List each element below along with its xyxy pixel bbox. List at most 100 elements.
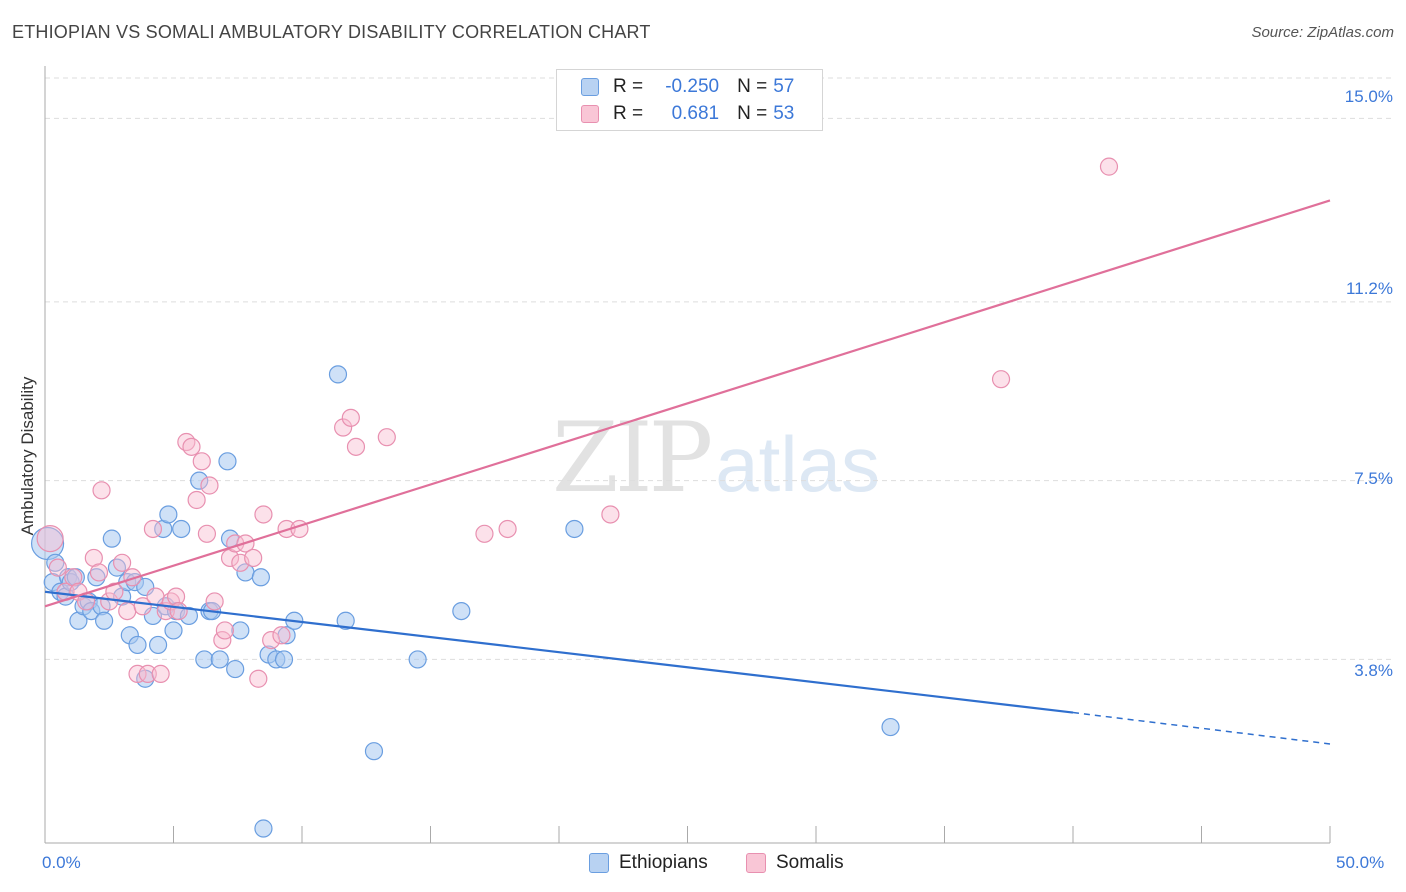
ethiopians-point (164, 621, 183, 640)
somalis-point (187, 490, 206, 510)
ethiopians-point (210, 650, 229, 669)
somalis-point (64, 568, 83, 587)
ethiopians-trend-line (44, 590, 1074, 714)
n-value: 57 (773, 76, 795, 97)
somalis-point (346, 437, 366, 456)
ethiopians-legend-swatch (589, 853, 609, 873)
somalis-point (143, 519, 163, 539)
ethiopians-point (218, 452, 237, 471)
somalis-point (197, 524, 217, 543)
r-value: -0.250 (665, 76, 720, 97)
watermark-atlas: atlas (715, 420, 880, 508)
legend-item-somalis[interactable]: Somalis (746, 852, 844, 874)
somalis-point (84, 548, 103, 568)
ethiopians-point (881, 717, 900, 737)
somalis-point (182, 437, 201, 456)
ethiopians-point (328, 365, 348, 384)
somalis-points (36, 157, 1119, 688)
somalis-point (166, 587, 186, 606)
somalis-point (205, 592, 224, 611)
chart-title: ETHIOPIAN VS SOMALI AMBULATORY DISABILIT… (12, 22, 651, 42)
ethiopians-point (452, 601, 471, 621)
ethiopians-point (565, 519, 584, 539)
ethiopians-point (195, 650, 214, 669)
somalis-point (341, 408, 360, 427)
somalis-point (118, 601, 137, 621)
somalis-point (1099, 157, 1119, 176)
x-tick-label: 0.0% (42, 853, 81, 872)
legend-item-ethiopians[interactable]: Ethiopians (589, 852, 708, 874)
somalis-swatch (581, 105, 599, 123)
ethiopians-point (172, 519, 191, 539)
y-tick-label: 7.5% (1354, 469, 1393, 488)
somalis-point (475, 524, 494, 543)
n-label: N = (737, 103, 768, 124)
ethiopians-point (179, 606, 199, 626)
somalis-point (991, 370, 1011, 389)
somalis-point (177, 432, 196, 452)
ethiopians-point (251, 568, 270, 587)
somalis-point (169, 601, 188, 621)
y-tick-label: 11.2% (1346, 279, 1393, 298)
somalis-point (100, 592, 119, 611)
ethiopians-point (231, 621, 250, 640)
ethiopians-point (128, 635, 147, 655)
n-label: N = (737, 76, 768, 97)
ethiopians-point (159, 505, 178, 524)
somalis-point (151, 664, 170, 684)
legend-row-somalis: R = 0.681 N = 53 (581, 102, 794, 126)
somalis-point (200, 476, 219, 495)
ethiopians-point (102, 529, 121, 548)
somalis-point (244, 548, 263, 568)
ethiopians-point (107, 558, 127, 577)
legend-row-ethiopians: R = -0.250 N = 57 (581, 75, 794, 99)
ethiopians-legend-label: Ethiopians (619, 852, 708, 873)
ethiopians-swatch (581, 78, 599, 96)
ethiopians-point (364, 742, 384, 761)
somalis-point (89, 563, 109, 582)
r-label: R = (613, 76, 644, 97)
trend-lines (44, 199, 1331, 745)
somalis-point (262, 630, 281, 650)
somalis-point (192, 452, 211, 471)
somalis-point (377, 428, 396, 447)
x-tick-label: 50.0% (1336, 853, 1385, 872)
somalis-trend-line (44, 199, 1331, 608)
ethiopians-point (274, 650, 294, 669)
somalis-point (220, 548, 240, 568)
somalis-point (112, 553, 132, 572)
somalis-point (48, 558, 67, 577)
somalis-point (601, 505, 620, 524)
somalis-legend-label: Somalis (776, 852, 844, 873)
ethiopians-point (336, 611, 355, 630)
somalis-point (334, 418, 353, 437)
r-label: R = (613, 103, 644, 124)
somalis-point (254, 505, 273, 524)
ethiopians-point (408, 650, 427, 669)
ethiopians-trend-extension (1072, 711, 1331, 745)
somalis-point (123, 568, 142, 587)
somalis-point (92, 481, 111, 500)
y-axis-label: Ambulatory Disability (18, 376, 37, 536)
ethiopians-points (30, 365, 900, 838)
ethiopians-point (254, 819, 273, 838)
ethiopians-point (226, 659, 245, 679)
somalis-point (272, 626, 291, 645)
ethiopians-point (95, 611, 114, 630)
ethiopians-point (190, 471, 209, 490)
ethiopians-point (46, 553, 65, 572)
somalis-point (128, 664, 147, 684)
source-attribution: Source: ZipAtlas.com (1251, 24, 1394, 41)
somalis-point (36, 525, 64, 553)
r-value: 0.681 (671, 103, 720, 124)
y-tick-label: 3.8% (1354, 661, 1393, 680)
axes (44, 66, 1331, 844)
somalis-point (146, 587, 165, 606)
ethiopians-point (87, 568, 106, 587)
somalis-point (249, 669, 268, 688)
n-value: 53 (773, 103, 795, 124)
somalis-point (138, 664, 157, 684)
somalis-legend-swatch (746, 853, 766, 873)
somalis-point (215, 621, 234, 640)
